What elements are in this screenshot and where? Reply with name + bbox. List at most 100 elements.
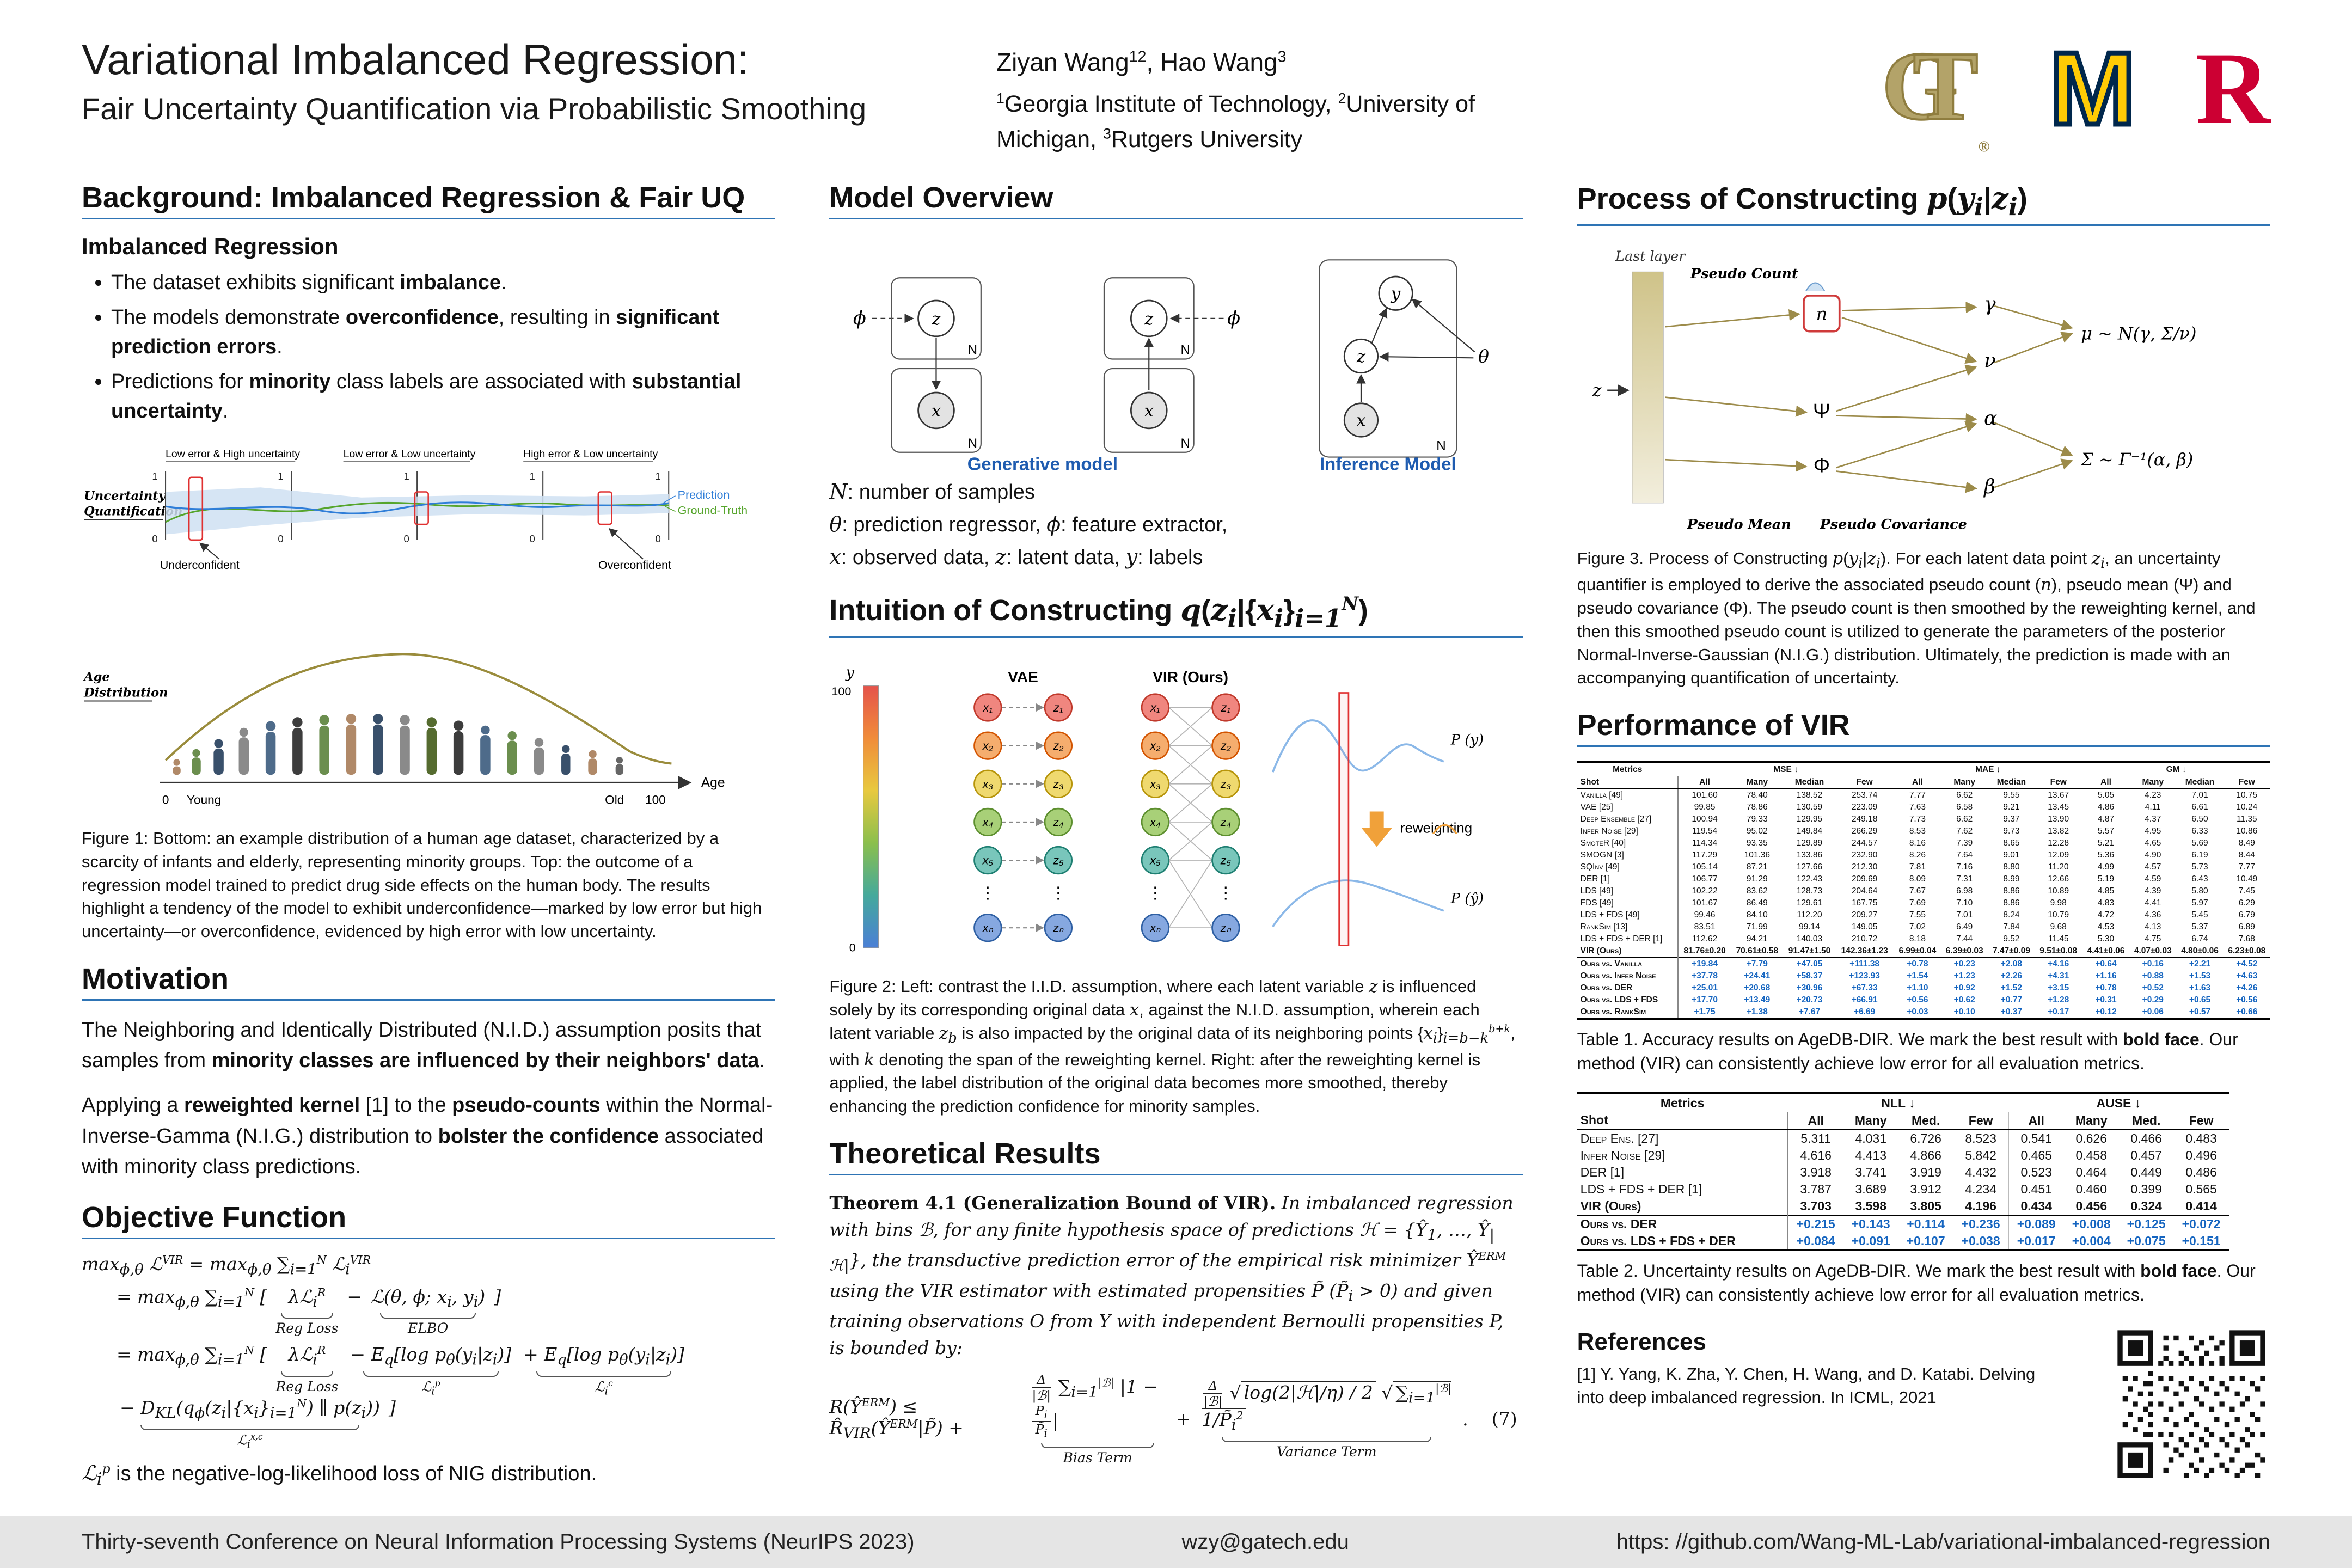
equation-7: R(ŶERM) ≤ R̂VIR(ŶERM|P̃) + Δ |ℬ| ∑i=1|ℬ| … [829, 1371, 1517, 1466]
objective-eq-line1: maxϕ,θ ℒVIR = maxϕ,θ ∑i=1N ℒiVIR [82, 1253, 371, 1278]
section-objective: Objective Function maxϕ,θ ℒVIR = maxϕ,θ … [82, 1200, 775, 1492]
pseudo-mean-label: Pseudo Mean [1686, 516, 1791, 532]
column-3: Process of Constructing p(yi|zi) Last la… [1577, 181, 2270, 1499]
pseudo-cov-node: Φ [1813, 454, 1829, 477]
svg-text:z₅: z₅ [1052, 853, 1064, 867]
svg-text:P (y): P (y) [1450, 732, 1484, 748]
section-performance: Performance of VIR Metrics MSE ↓ MAE ↓ GM ↓… [1577, 708, 2270, 1307]
svg-text:z₅: z₅ [1220, 853, 1232, 867]
svg-text:x₁: x₁ [983, 701, 993, 714]
reweighting-arrow-icon [1361, 811, 1393, 847]
reweighting-label: reweighting [1400, 820, 1472, 836]
figure2-illustration: y 100 0 VAE VIR (Ours) [832, 663, 1484, 954]
svg-text:⋮: ⋮ [1218, 884, 1234, 902]
svg-text:High error & Low uncertainty: High error & Low uncertainty [523, 448, 658, 460]
figure1: Low error & High uncertainty Low error &… [82, 440, 775, 944]
section-process: Process of Constructing p(yi|zi) Last la… [1577, 181, 2270, 690]
figure1-caption: Figure 1: Bottom: an example distributio… [82, 829, 762, 941]
section-rule [829, 635, 1523, 638]
svg-text:y: y [845, 663, 855, 681]
label-gradient-bar [863, 685, 879, 948]
georgia-tech-logo: GT® [1881, 32, 1990, 155]
conference-name: Thirty-seventh Conference on Neural Info… [82, 1529, 915, 1554]
svg-text:0: 0 [530, 533, 535, 544]
svg-text:z₃: z₃ [1220, 777, 1231, 791]
model-overview-figure: ϕ z N x N z [829, 234, 1522, 473]
figure2-caption: Figure 2: Left: contrast the I.I.D. assu… [829, 977, 1515, 1116]
github-url: https: //github.com/Wang-ML-Lab/variatio… [1616, 1529, 2270, 1554]
svg-text:Old: Old [605, 793, 624, 806]
objective-closing: ℒip is the negative-log-likelihood loss … [82, 1461, 597, 1490]
accuracy-table: Metrics MSE ↓ MAE ↓ GM ↓ Shot All Many Median Fe… [1577, 761, 2270, 1020]
svg-text:z: z [1144, 309, 1154, 329]
motivation-paragraph-1: The Neighboring and Identically Distribu… [82, 1018, 765, 1073]
section-intuition: Intuition of Constructing q(zi|{xi}i=1N)… [829, 592, 1523, 1118]
svg-text:x₅: x₅ [1149, 853, 1161, 867]
column-2: Model Overview ϕ z N [829, 181, 1523, 1499]
svg-text:z₄: z₄ [1052, 815, 1063, 829]
section-rule [829, 218, 1523, 219]
poster-footer: Thirty-seventh Conference on Neural Info… [0, 1516, 2352, 1568]
svg-text:Distribution: Distribution [83, 685, 168, 700]
references-block: References [1] Y. Yang, K. Zha, Y. Chen,… [1577, 1325, 2067, 1410]
last-layer-bar [1631, 271, 1664, 504]
authors-block: Ziyan Wang12, Hao Wang3 1Georgia Institu… [996, 35, 1541, 157]
equation-number: (7) [1491, 1408, 1517, 1430]
svg-text:x₄: x₄ [1149, 815, 1160, 829]
pseudo-cov-label: Pseudo Covariance [1819, 516, 1967, 532]
figure3-illustration: Last layer z Pseudo Count n Ψ Φ [1591, 248, 2196, 532]
poster-title: Variational Imbalanced Regression: [82, 35, 749, 83]
svg-text:0: 0 [403, 533, 409, 544]
svg-text:x₁: x₁ [1150, 701, 1160, 714]
svg-text:0: 0 [278, 533, 283, 544]
bullet-overconfidence: The models demonstrate overconfidence, r… [111, 303, 775, 362]
objective-eq-line2: = maxϕ,θ ∑i=1N [ λℒiR Reg Loss − ℒ(θ, ϕ; … [117, 1285, 501, 1337]
contact-email: wzy@gatech.edu [1181, 1529, 1349, 1554]
overconfident-label: Overconfident [598, 558, 671, 572]
section-rule [1577, 224, 2270, 226]
bullet-minority: Predictions for minority class labels ar… [111, 367, 775, 426]
section-title-intuition: Intuition of Constructing q(zi|{xi}i=1N) [829, 592, 1368, 633]
table1-caption: Table 1. Accuracy results on AgeDB-DIR. … [1577, 1030, 2238, 1074]
count-distribution-bump [1805, 282, 1825, 291]
motivation-paragraph-2: Applying a reweighted kernel [1] to the … [82, 1094, 773, 1178]
svg-text:x: x [932, 401, 941, 421]
svg-text:⋮: ⋮ [1050, 884, 1067, 902]
svg-text:α: α [1984, 407, 1997, 430]
model-legend: N: number of samples θ: prediction regre… [829, 480, 1228, 569]
svg-text:z₁: z₁ [1221, 701, 1231, 714]
svg-text:z₄: z₄ [1220, 815, 1231, 829]
svg-text:N: N [1181, 436, 1190, 451]
label-distribution-curve [1272, 719, 1444, 773]
last-layer-label: Last layer [1615, 248, 1686, 265]
section-motivation: Motivation The Neighboring and Identical… [82, 962, 775, 1182]
section-title-theoretical-results: Theoretical Results [829, 1137, 1101, 1170]
minority-bin-highlight [1338, 691, 1350, 946]
crowd-people [173, 713, 624, 775]
section-background: Background: Imbalanced Regression & Fair… [82, 181, 775, 944]
figure3: Last layer z Pseudo Count n Ψ Φ [1577, 240, 2270, 690]
graphical-models-diagram: ϕ z N x N z [853, 259, 1489, 473]
vae-header: VAE [1008, 669, 1039, 685]
logos: GT® M R [1881, 32, 2270, 155]
svg-text:100: 100 [832, 684, 852, 697]
svg-text:1: 1 [278, 470, 283, 482]
svg-text:ϕ: ϕ [853, 307, 866, 329]
age-distribution-label: Age [83, 670, 110, 684]
section-title-performance: Performance of VIR [1577, 709, 1850, 742]
column-1: Background: Imbalanced Regression & Fair… [82, 181, 775, 1499]
figure3-caption: Figure 3. Process of Constructing p(yi|z… [1577, 548, 2256, 688]
qr-code [2112, 1325, 2270, 1483]
section-title-process: Process of Constructing p(yi|zi) [1577, 181, 2028, 221]
ground-truth-legend: Ground-Truth [678, 503, 748, 517]
section-references: References [1] Y. Yang, K. Zha, Y. Chen,… [1577, 1325, 2270, 1483]
section-rule [829, 1173, 1523, 1175]
svg-text:β: β [1983, 475, 1995, 498]
svg-text:0: 0 [849, 940, 856, 954]
section-rule [1577, 745, 2270, 748]
svg-text:z₂: z₂ [1053, 739, 1064, 752]
section-rule [82, 999, 775, 1001]
svg-text:x: x [1144, 401, 1154, 421]
smoothed-distribution-curve [1272, 879, 1444, 927]
svg-text:z: z [1356, 347, 1366, 366]
